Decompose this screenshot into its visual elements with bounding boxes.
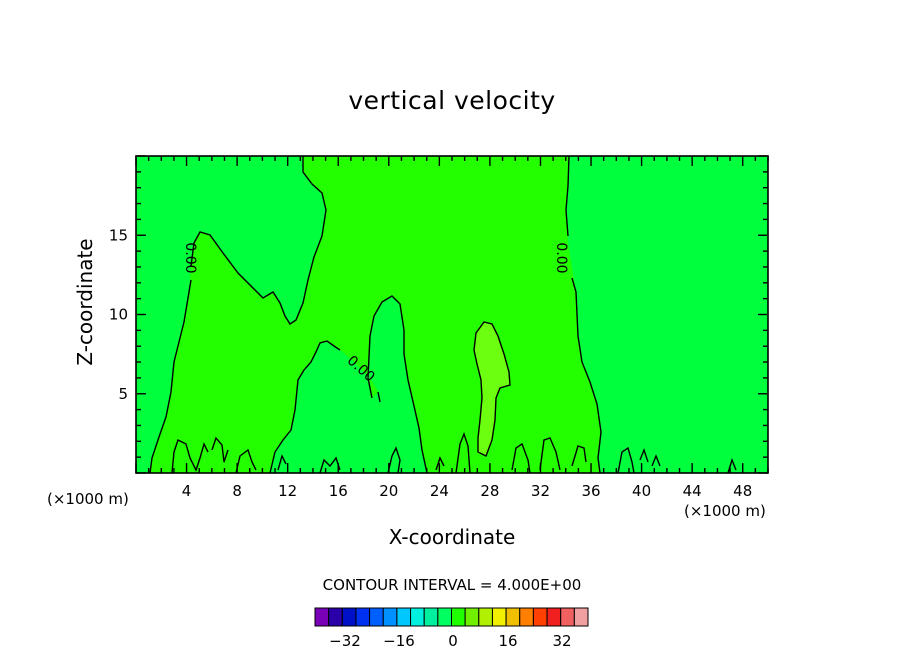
x-axis-label: X-coordinate [388,525,516,549]
x-tick-label: 32 [531,482,550,500]
contour-line [727,457,737,474]
colorbar-tick-label: −32 [329,632,361,650]
x-axis-unit-left: (×1000 m) [47,490,129,508]
contour-line [651,454,661,467]
contour-line [539,437,561,471]
zero-contour-lines [149,155,737,474]
contour-label: 0.00 [182,242,198,273]
colorbar-swatch [560,607,575,627]
contour-line [171,439,209,474]
positive-velocity-peak [474,322,510,456]
y-tick-label: 15 [109,226,128,244]
colorbar-tick-labels: −32 −16 0 16 32 [329,632,571,650]
colorbar-swatch [382,607,398,627]
x-tick-label: 12 [278,482,297,500]
colorbar-swatch [505,607,521,627]
x-tick-label: 28 [480,482,499,500]
y-tick-label: 5 [118,385,128,403]
x-axis-unit-right: (×1000 m) [684,502,766,520]
contour-line [387,446,401,474]
colorbar-swatch [410,607,425,627]
contour-label: 0.00 [553,242,569,273]
colorbar-swatch [478,607,493,627]
colorbar-swatch [355,607,371,627]
contour-line [571,277,602,474]
contour-line [617,446,635,474]
colorbar-swatch [464,607,480,627]
colorbar-tick-label: 32 [552,632,571,650]
contour-line [149,279,192,474]
contour-line [211,436,229,463]
contour-interval-text: CONTOUR INTERVAL = 4.000E+00 [322,576,582,594]
x-tick-label: 20 [379,482,398,500]
y-tick-label: 10 [109,306,128,324]
x-tick-label: 8 [232,482,242,500]
colorbar-swatch [437,607,453,627]
y-axis-label: Z-coordinate [73,238,97,366]
contour-line [367,295,428,474]
x-tick-label: 24 [430,482,449,500]
x-tick-label: 48 [733,482,752,500]
colorbar-swatch [451,607,466,627]
contour-line [377,391,381,403]
contour-line [565,155,570,237]
contour-line [511,442,531,474]
contour-line [235,448,257,474]
colorbar-swatch [519,607,534,627]
contour-line [435,456,445,471]
contour-line [190,156,327,325]
x-tick-label: 36 [581,482,600,500]
x-tick-label: 4 [182,482,192,500]
colorbar-swatch [314,607,330,627]
contour-line [269,340,341,474]
contour-line [455,431,471,474]
chart-title: vertical velocity [348,86,556,115]
colorbar-swatch [423,607,439,627]
colorbar-tick-label: 0 [448,632,458,650]
colorbar-swatch [369,607,384,627]
colorbar-swatch [396,607,412,627]
x-tick-label: 40 [632,482,651,500]
colorbar-swatch [532,607,548,627]
contour-line [571,445,587,467]
colorbar-swatch [341,607,357,627]
contour-line [277,454,287,471]
colorbar-tick-label: 16 [498,632,517,650]
colorbar-swatch [546,607,562,627]
contour-line [639,447,649,463]
x-tick-label: 44 [683,482,702,500]
colorbar [314,607,589,627]
x-tick-label: 16 [329,482,348,500]
axis-ticks [135,155,769,474]
colorbar-tick-label: −16 [383,632,415,650]
contour-line [473,321,511,457]
colorbar-swatch [328,607,343,627]
contour-line [319,456,341,474]
colorbar-swatch [573,607,589,627]
colorbar-swatch [491,607,507,627]
